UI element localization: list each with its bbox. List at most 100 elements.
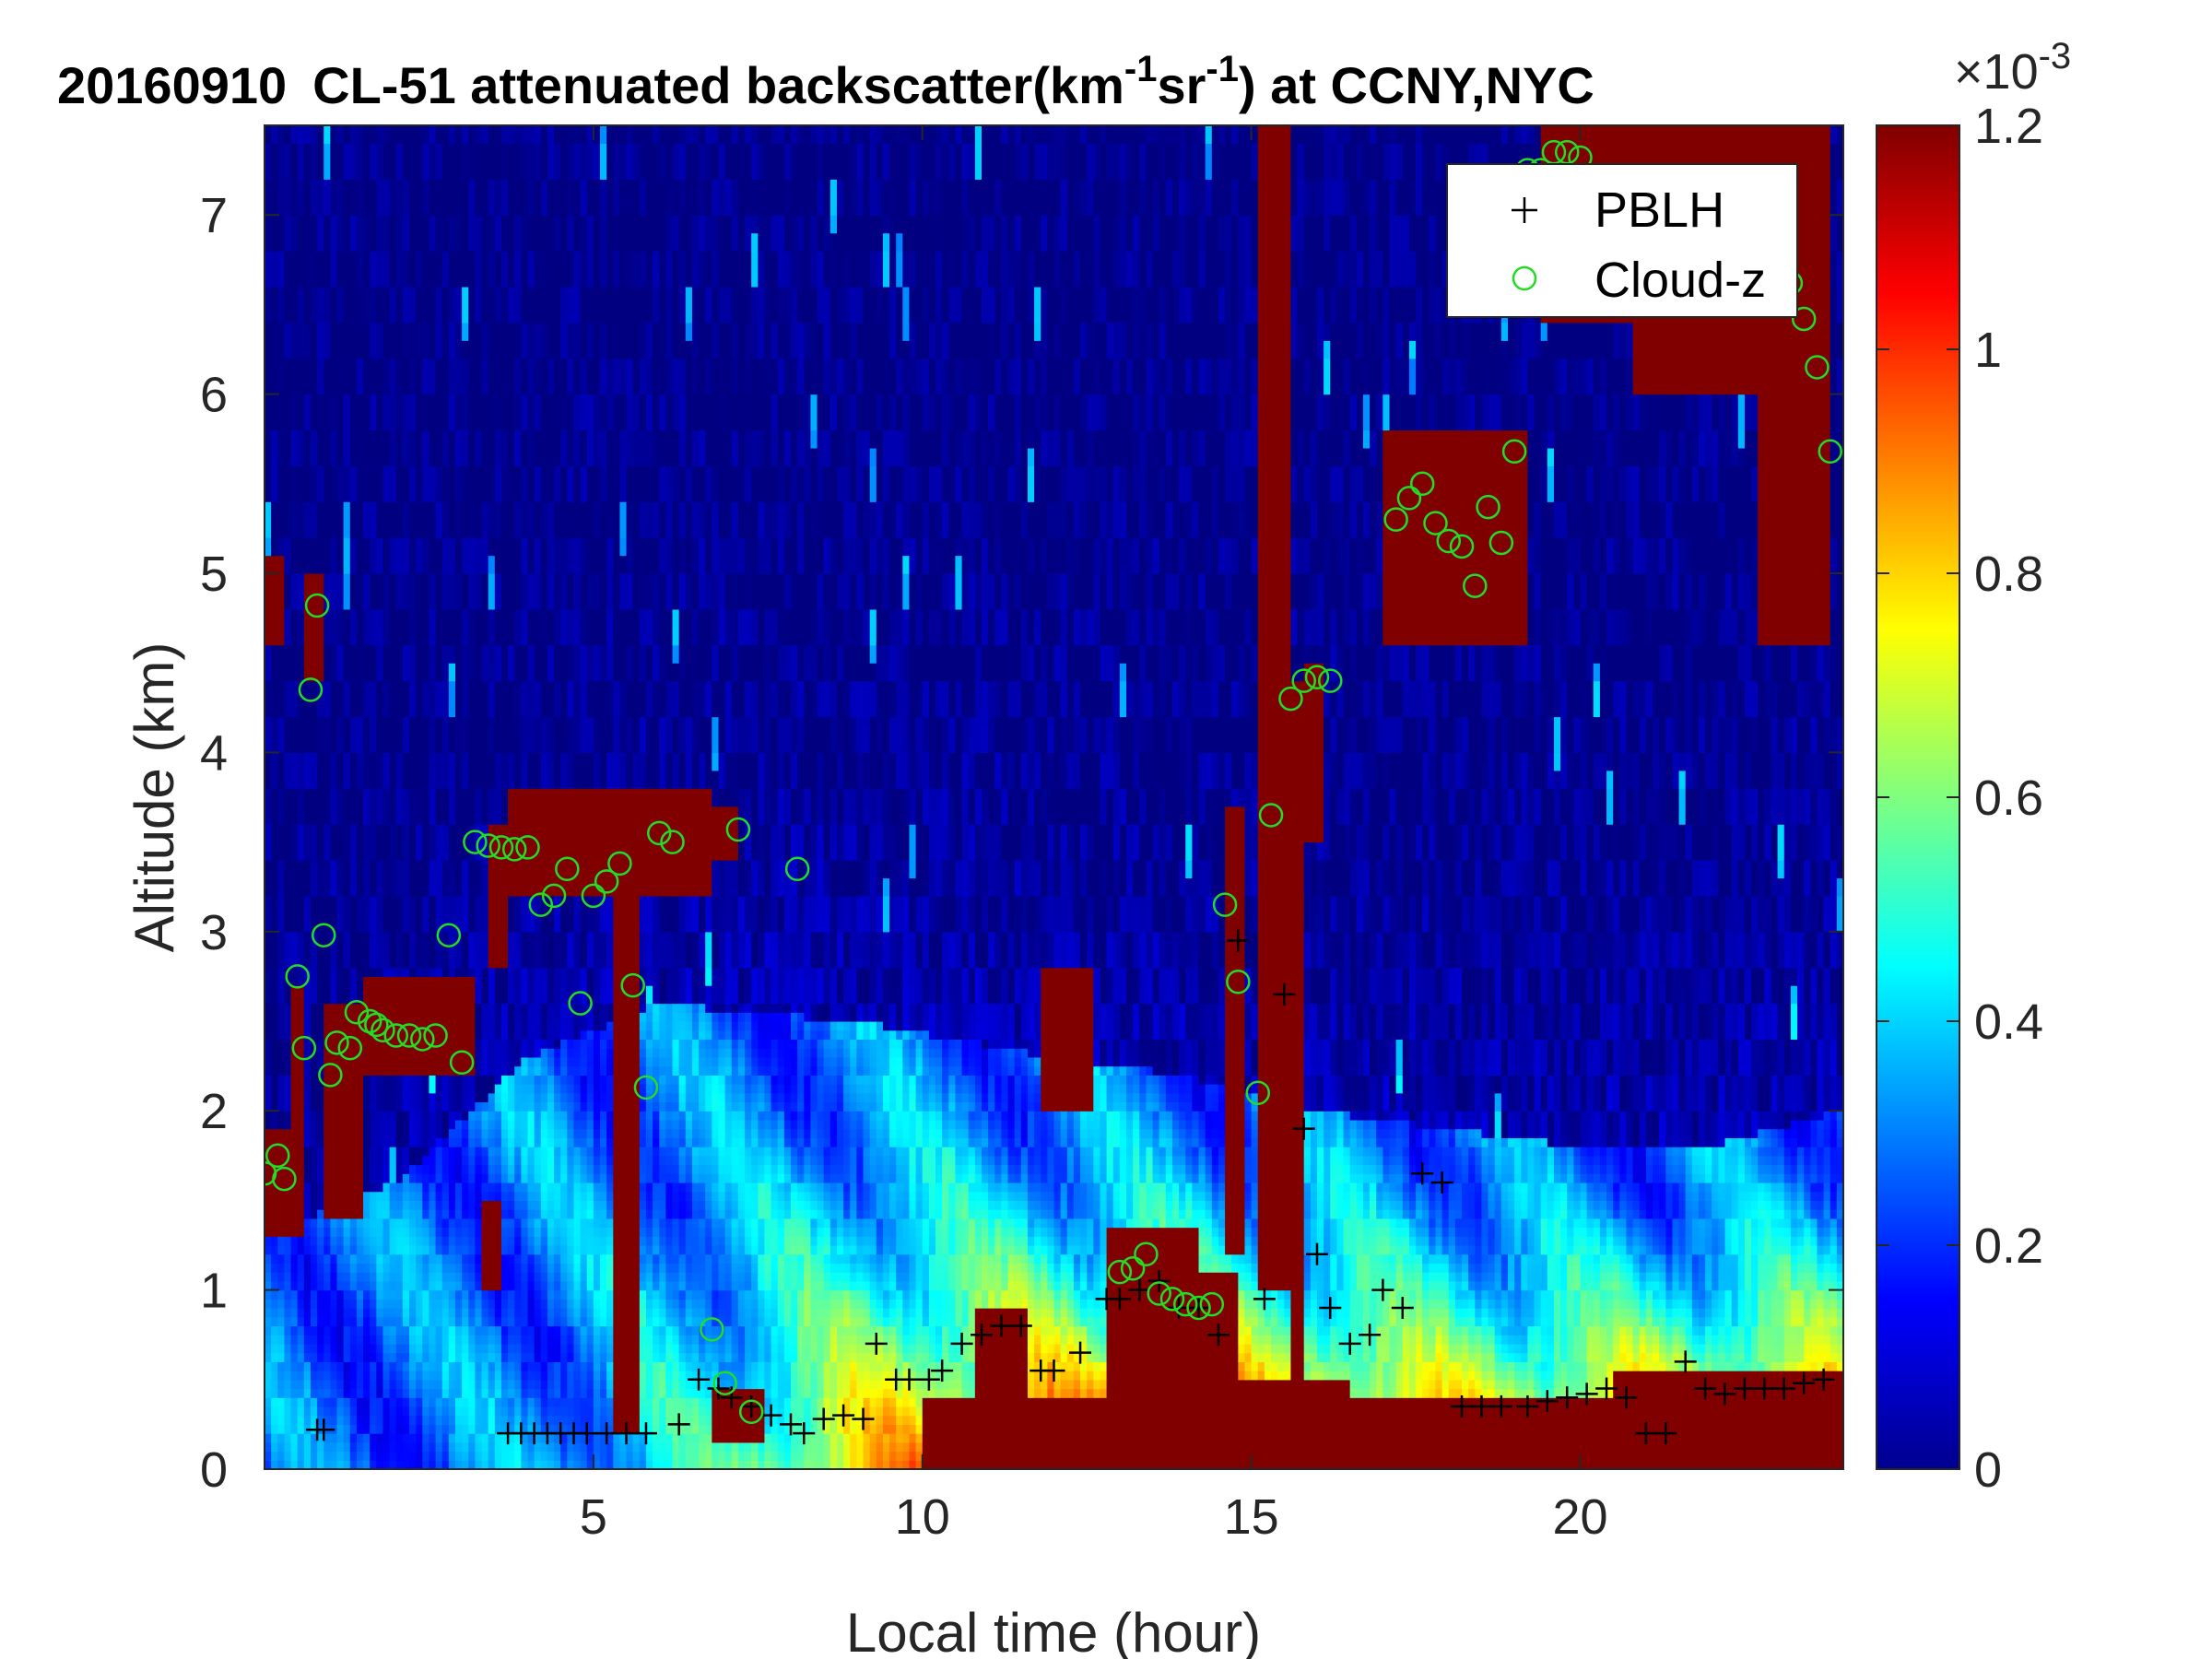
heatmap-cell: [370, 1325, 377, 1335]
heatmap-cell: [699, 573, 706, 593]
heatmap-cell: [580, 680, 588, 700]
heatmap-cell: [600, 501, 607, 646]
heatmap-cell: [310, 322, 318, 431]
heatmap-cell: [422, 699, 430, 718]
heatmap-cell: [593, 1021, 601, 1031]
heatmap-cell: [500, 1191, 509, 1201]
heatmap-cell: [382, 1451, 391, 1461]
heatmap-cell: [653, 1289, 660, 1300]
heatmap-cell: [382, 895, 391, 933]
heatmap-cell: [494, 1433, 502, 1443]
heatmap-cell: [462, 1075, 469, 1085]
heatmap-cell: [303, 1191, 312, 1201]
heatmap-cell: [376, 627, 384, 646]
heatmap-cell: [691, 1263, 700, 1273]
heatmap-cell: [376, 1379, 384, 1390]
heatmap-cell: [705, 994, 712, 1013]
heatmap-cell: [527, 1451, 535, 1461]
heatmap-cell: [653, 1111, 660, 1121]
heatmap-cell: [659, 913, 666, 924]
heatmap-cell: [645, 940, 653, 950]
heatmap-cell: [265, 1039, 272, 1049]
heatmap-cell: [265, 904, 272, 924]
heatmap-cell: [508, 985, 515, 995]
heatmap-cell: [508, 215, 515, 288]
heatmap-cell: [376, 1263, 384, 1273]
heatmap-cell: [343, 1397, 351, 1407]
heatmap-cell: [554, 1415, 561, 1425]
heatmap-cell: [422, 1119, 430, 1130]
heatmap-cell: [672, 1039, 680, 1049]
heatmap-cell: [448, 967, 456, 977]
heatmap-cell: [409, 1147, 417, 1157]
heatmap-cell: [382, 1084, 391, 1094]
heatmap-cell: [678, 1200, 687, 1210]
heatmap-cell: [639, 761, 647, 771]
heatmap-cell: [567, 976, 575, 986]
heatmap-cell: [508, 1003, 515, 1013]
heatmap-cell: [454, 1236, 463, 1246]
heatmap-cell: [685, 904, 693, 914]
heatmap-cell: [382, 824, 391, 861]
heatmap-cell: [580, 1147, 588, 1157]
heatmap-cell: [363, 1406, 371, 1417]
heatmap-cell: [290, 608, 299, 646]
heatmap-cell: [580, 1299, 588, 1309]
heatmap-cell: [653, 1406, 660, 1417]
heatmap-cell: [521, 1388, 529, 1398]
heatmap-cell: [508, 465, 515, 494]
heatmap-cell: [672, 1147, 680, 1157]
heatmap-cell: [462, 923, 469, 933]
heatmap-cell: [330, 958, 338, 969]
heatmap-cell: [665, 501, 674, 521]
heatmap-cell: [382, 1101, 391, 1112]
heatmap-cell: [606, 1200, 614, 1210]
heatmap-cell: [303, 1280, 312, 1291]
heatmap-cell: [645, 1371, 653, 1381]
heatmap-cell: [356, 1316, 364, 1327]
heatmap-cell: [699, 976, 706, 986]
heatmap-cell: [699, 1147, 706, 1157]
heatmap-cell: [600, 994, 607, 1005]
heatmap-cell: [665, 1424, 674, 1434]
heatmap-cell: [678, 1406, 687, 1417]
heatmap-cell: [554, 1075, 561, 1085]
heatmap-cell: [685, 1379, 693, 1390]
heatmap-cell: [600, 1379, 607, 1390]
heatmap-cell: [500, 663, 509, 682]
heatmap-cell: [356, 1343, 364, 1354]
heatmap-cell: [454, 1218, 463, 1229]
heatmap-cell: [580, 913, 588, 924]
heatmap-cell: [521, 394, 529, 431]
heatmap-cell: [303, 761, 312, 789]
heatmap-cell: [429, 394, 437, 466]
heatmap-cell: [560, 752, 568, 762]
heatmap-cell: [363, 501, 371, 538]
heatmap-cell: [678, 923, 687, 933]
heatmap-cell: [454, 1308, 463, 1318]
heatmap-cell: [527, 1173, 535, 1193]
heatmap-cell: [653, 1092, 660, 1103]
heatmap-cell: [303, 1316, 312, 1327]
heatmap-cell: [586, 1119, 594, 1130]
heatmap-cell: [336, 788, 345, 817]
heatmap-cell: [382, 716, 391, 753]
heatmap-cell: [672, 1253, 680, 1265]
heatmap-cell: [382, 1119, 391, 1130]
heatmap-cell: [297, 582, 305, 610]
heatmap-cell: [593, 1451, 601, 1461]
heatmap-cell: [475, 251, 483, 288]
heatmap-cell: [409, 1316, 417, 1327]
heatmap-cell: [363, 1209, 371, 1219]
heatmap-cell: [600, 923, 607, 933]
heatmap-cell: [475, 1236, 483, 1246]
heatmap-cell: [508, 1101, 515, 1112]
heatmap-cell: [606, 1209, 614, 1219]
heatmap-cell: [303, 1003, 312, 1013]
heatmap-cell: [416, 1128, 423, 1138]
heatmap-cell: [409, 1227, 417, 1237]
heatmap-cell: [454, 1164, 463, 1174]
heatmap-cell: [402, 1164, 410, 1174]
heatmap-cell: [691, 1030, 700, 1041]
heatmap-cell: [330, 1245, 338, 1255]
